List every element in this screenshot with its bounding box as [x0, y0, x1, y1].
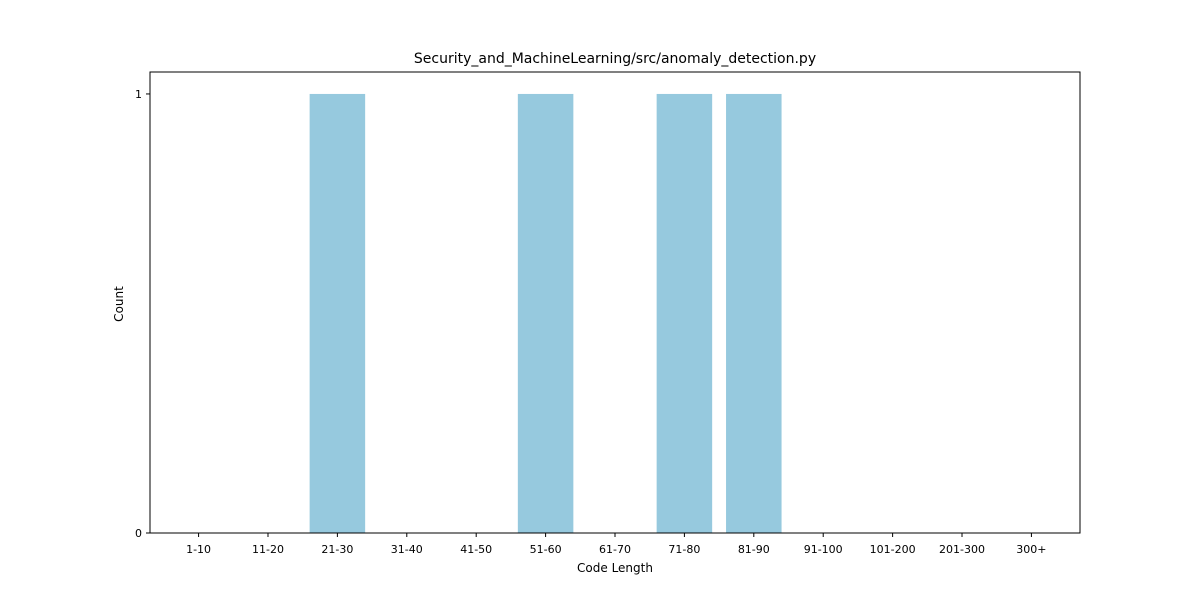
- x-tick-label-91-100: 91-100: [804, 543, 843, 556]
- x-tick-label-1-10: 1-10: [186, 543, 211, 556]
- x-tick-label-21-30: 21-30: [321, 543, 353, 556]
- y-tick-label-0: 0: [135, 527, 142, 540]
- x-tick-label-51-60: 51-60: [530, 543, 562, 556]
- x-tick-label-71-80: 71-80: [668, 543, 700, 556]
- y-tick-label-1: 1: [135, 88, 142, 101]
- x-tick-label-300+: 300+: [1016, 543, 1046, 556]
- bar-81-90: [726, 93, 782, 533]
- bar-71-80: [656, 93, 713, 533]
- bar-21-30: [309, 93, 366, 533]
- x-tick-label-81-90: 81-90: [738, 543, 770, 556]
- chart-title: Security_and_MachineLearning/src/anomaly…: [414, 51, 816, 67]
- x-tick-label-31-40: 31-40: [391, 543, 423, 556]
- x-tick-label-11-20: 11-20: [252, 543, 284, 556]
- x-tick-label-201-300: 201-300: [939, 543, 985, 556]
- bar-51-60: [517, 93, 574, 533]
- x-tick-label-101-200: 101-200: [870, 543, 916, 556]
- x-tick-label-41-50: 41-50: [460, 543, 492, 556]
- plot-area: 1-10 11-20 21-30 31-40 41-50 51-60 61-70 71-80 8…: [135, 71, 1081, 556]
- y-axis-label: Count: [112, 286, 126, 322]
- x-axis-label: Code Length: [577, 561, 653, 575]
- x-tick-label-61-70: 61-70: [599, 543, 631, 556]
